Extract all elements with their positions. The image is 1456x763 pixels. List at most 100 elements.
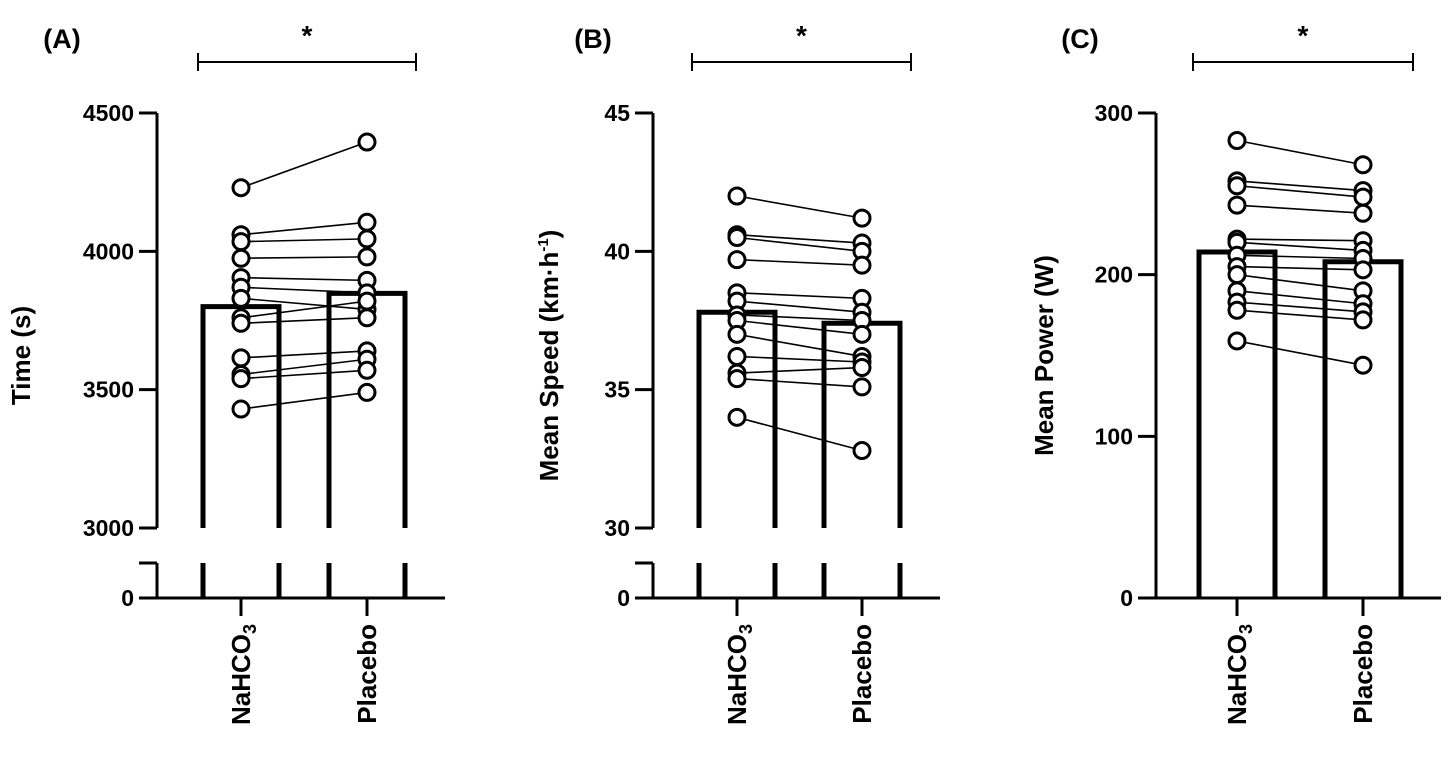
pair-line (240, 256, 368, 260)
data-point-placebo (852, 208, 872, 228)
pair-line (736, 300, 863, 313)
pair-line (240, 369, 368, 380)
data-point-nahco3 (1227, 265, 1247, 285)
data-point-placebo (852, 358, 872, 378)
data-point-placebo (852, 441, 872, 461)
pair-line (736, 314, 863, 322)
data-point-placebo (357, 212, 377, 232)
chart-panel-1: (A) * 0 3000 3500 4000 4500 NaHCO3 Placebo Time (… (6, 20, 445, 725)
pair-line (736, 236, 863, 253)
category-label-text: NaHCO (1222, 634, 1252, 725)
y-tick-label: 200 (1095, 262, 1133, 288)
y-tick-label: 0 (617, 585, 630, 611)
y-axis-title: Mean Power (W) (1029, 255, 1059, 456)
data-point-nahco3 (231, 369, 251, 389)
data-point-nahco3 (727, 324, 747, 344)
y-tick-label: 3000 (83, 515, 134, 541)
chart-panel-2: (B) * 0 30 35 40 45 NaHCO3 Placebo Mean Speed (km… (534, 20, 940, 725)
pair-line (736, 355, 863, 363)
data-point-nahco3 (1227, 176, 1247, 196)
data-point-placebo (1353, 187, 1373, 207)
pair-line (240, 316, 368, 325)
data-point-nahco3 (231, 399, 251, 419)
data-point-placebo (1353, 355, 1373, 375)
pair-line (736, 366, 863, 374)
category-label: NaHCO3 (722, 624, 756, 725)
category-label-text: Placebo (847, 624, 877, 724)
pair-line (1236, 265, 1364, 271)
pair-line (736, 292, 863, 300)
data-point-nahco3 (1227, 300, 1247, 320)
category-label-text: NaHCO (226, 634, 256, 725)
significance-asterisk: * (302, 20, 313, 51)
data-point-nahco3 (231, 348, 251, 368)
category-label-text: NaHCO (722, 634, 752, 725)
pair-line (736, 416, 863, 452)
pair-line (1236, 184, 1364, 198)
pair-line (1236, 290, 1364, 305)
data-point-nahco3 (231, 178, 251, 198)
pair-line (1236, 273, 1364, 292)
data-point-nahco3 (727, 407, 747, 427)
y-tick-label: 0 (1120, 585, 1133, 611)
pair-line (240, 358, 368, 376)
y-tick-label: 100 (1095, 423, 1133, 449)
pair-line (1236, 204, 1364, 215)
category-label: Placebo (1348, 624, 1378, 724)
pair-line (1236, 180, 1364, 192)
data-point-placebo (357, 247, 377, 267)
y-tick-label: 0 (121, 585, 134, 611)
data-point-nahco3 (1227, 195, 1247, 215)
significance-asterisk: * (1298, 20, 1309, 51)
significance-asterisk: * (796, 20, 807, 51)
pair-line (240, 238, 368, 243)
chart-panel-3: (C) * 0 100 200 300 NaHCO3 Placebo Mean Power (W… (1029, 20, 1441, 725)
pair-line (240, 300, 368, 319)
y-tick-label: 3500 (83, 377, 134, 403)
pair-line (240, 141, 368, 189)
pair-line (240, 276, 368, 282)
pair-line (240, 221, 368, 236)
data-point-nahco3 (231, 248, 251, 268)
y-axis-title-superscript: -1 (535, 238, 552, 251)
category-label: NaHCO3 (1222, 624, 1256, 725)
y-axis-title: Time (s) (6, 306, 36, 405)
pair-line (736, 195, 863, 219)
panel-letter: (A) (43, 24, 80, 54)
data-point-placebo (1353, 203, 1373, 223)
category-label-subscript: 3 (736, 624, 756, 634)
data-point-nahco3 (1227, 331, 1247, 351)
data-point-nahco3 (231, 313, 251, 333)
panel-letter: (B) (574, 24, 611, 54)
category-label-text: Placebo (352, 624, 382, 724)
pair-line (736, 258, 863, 266)
pair-line (240, 297, 368, 311)
pair-line (240, 391, 368, 410)
data-point-placebo (1353, 260, 1373, 280)
pair-line (1236, 139, 1364, 166)
category-label: Placebo (847, 624, 877, 724)
data-point-nahco3 (1227, 130, 1247, 150)
category-label-text: Placebo (1348, 624, 1378, 724)
pair-line (1236, 241, 1364, 252)
data-point-placebo (357, 308, 377, 328)
y-tick-label: 35 (604, 377, 630, 403)
data-point-nahco3 (231, 288, 251, 308)
pair-line (240, 286, 368, 294)
data-point-nahco3 (727, 369, 747, 389)
pair-line (736, 233, 863, 244)
pair-line (240, 350, 368, 359)
pair-line (736, 319, 863, 336)
pair-line (736, 333, 863, 358)
category-label-subscript: 3 (240, 624, 260, 634)
data-point-placebo (852, 255, 872, 275)
data-point-placebo (357, 382, 377, 402)
category-label: NaHCO3 (226, 624, 260, 725)
data-point-nahco3 (727, 346, 747, 366)
pair-line (1236, 254, 1364, 260)
y-axis-title-end: ) (534, 230, 564, 239)
y-tick-label: 30 (604, 515, 630, 541)
y-tick-label: 300 (1095, 100, 1133, 126)
data-point-nahco3 (231, 232, 251, 252)
